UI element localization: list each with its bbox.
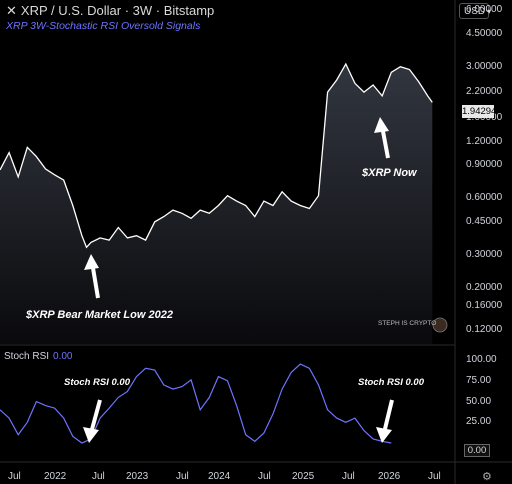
time-tick-label: Jul (342, 471, 355, 482)
price-tick-label: 4.50000 (466, 27, 503, 39)
arrow-stoch-right (376, 399, 394, 443)
stoch-tick-label: 75.00 (466, 374, 492, 386)
time-tick-label: 2023 (126, 471, 149, 482)
stoch-tick-label: 50.00 (466, 395, 492, 407)
arrow-now (374, 117, 390, 159)
price-tick-label: 0.90000 (466, 159, 503, 171)
arrow-bear-low (84, 254, 100, 299)
price-tick-label: 0.45000 (466, 215, 503, 227)
bear-low-annotation: $XRP Bear Market Low 2022 (26, 309, 173, 321)
price-tick-label: 0.60000 (466, 192, 503, 204)
price-tick-label: 0.30000 (466, 249, 503, 261)
stoch-rsi-line (0, 363, 392, 444)
stoch-rsi-legend[interactable]: Stoch RSI 0.00 (4, 351, 73, 362)
stoch-current-badge: 0.00 (464, 444, 490, 457)
settings-gear-icon[interactable]: ⚙ (482, 471, 492, 483)
currency-select[interactable]: USD ▾ (459, 3, 492, 19)
time-tick-label: 2022 (44, 471, 67, 482)
time-tick-label: Jul (92, 471, 105, 482)
stoch-tick-label: 100.00 (466, 354, 497, 365)
time-tick-label: 2025 (292, 471, 315, 482)
time-tick-label: Jul (176, 471, 189, 482)
stoch-left-annotation: Stoch RSI 0.00 (64, 377, 130, 388)
current-price-badge: 1.94294 (462, 105, 497, 118)
price-tick-label: 0.16000 (466, 300, 503, 312)
price-tick-label: 0.20000 (466, 282, 503, 294)
price-line (0, 62, 433, 249)
chevron-down-icon: ▾ (487, 7, 492, 16)
close-icon[interactable]: ✕ (6, 3, 17, 18)
time-tick-label: 2026 (378, 471, 401, 482)
time-tick-label: 2024 (208, 471, 231, 482)
stoch-rsi-label: Stoch RSI (4, 351, 50, 362)
stoch-right-annotation: Stoch RSI 0.00 (358, 377, 424, 388)
price-area (0, 64, 433, 344)
now-annotation: $XRP Now (362, 167, 417, 179)
time-tick-label: Jul (8, 471, 21, 482)
stoch-tick-label: 25.00 (466, 416, 492, 428)
watermark-text: STEPH IS CRYPTO (378, 320, 437, 327)
price-tick-label: 2.20000 (466, 86, 503, 98)
chart-subtitle: XRP 3W-Stochastic RSI Oversold Signals (6, 20, 201, 32)
price-tick-label: 3.00000 (466, 60, 503, 72)
time-tick-label: Jul (258, 471, 271, 482)
watermark-logo-icon (432, 317, 448, 333)
time-tick-label: Jul (428, 471, 441, 482)
price-tick-label: 0.12000 (466, 324, 503, 335)
price-tick-label: 6.00000 (466, 4, 503, 15)
arrow-stoch-left (83, 399, 102, 443)
chart-title: ✕ XRP / U.S. Dollar · 3W · Bitstamp (6, 3, 215, 18)
price-tick-label: 1.20000 (466, 135, 503, 147)
stoch-rsi-value: 0.00 (53, 351, 73, 362)
